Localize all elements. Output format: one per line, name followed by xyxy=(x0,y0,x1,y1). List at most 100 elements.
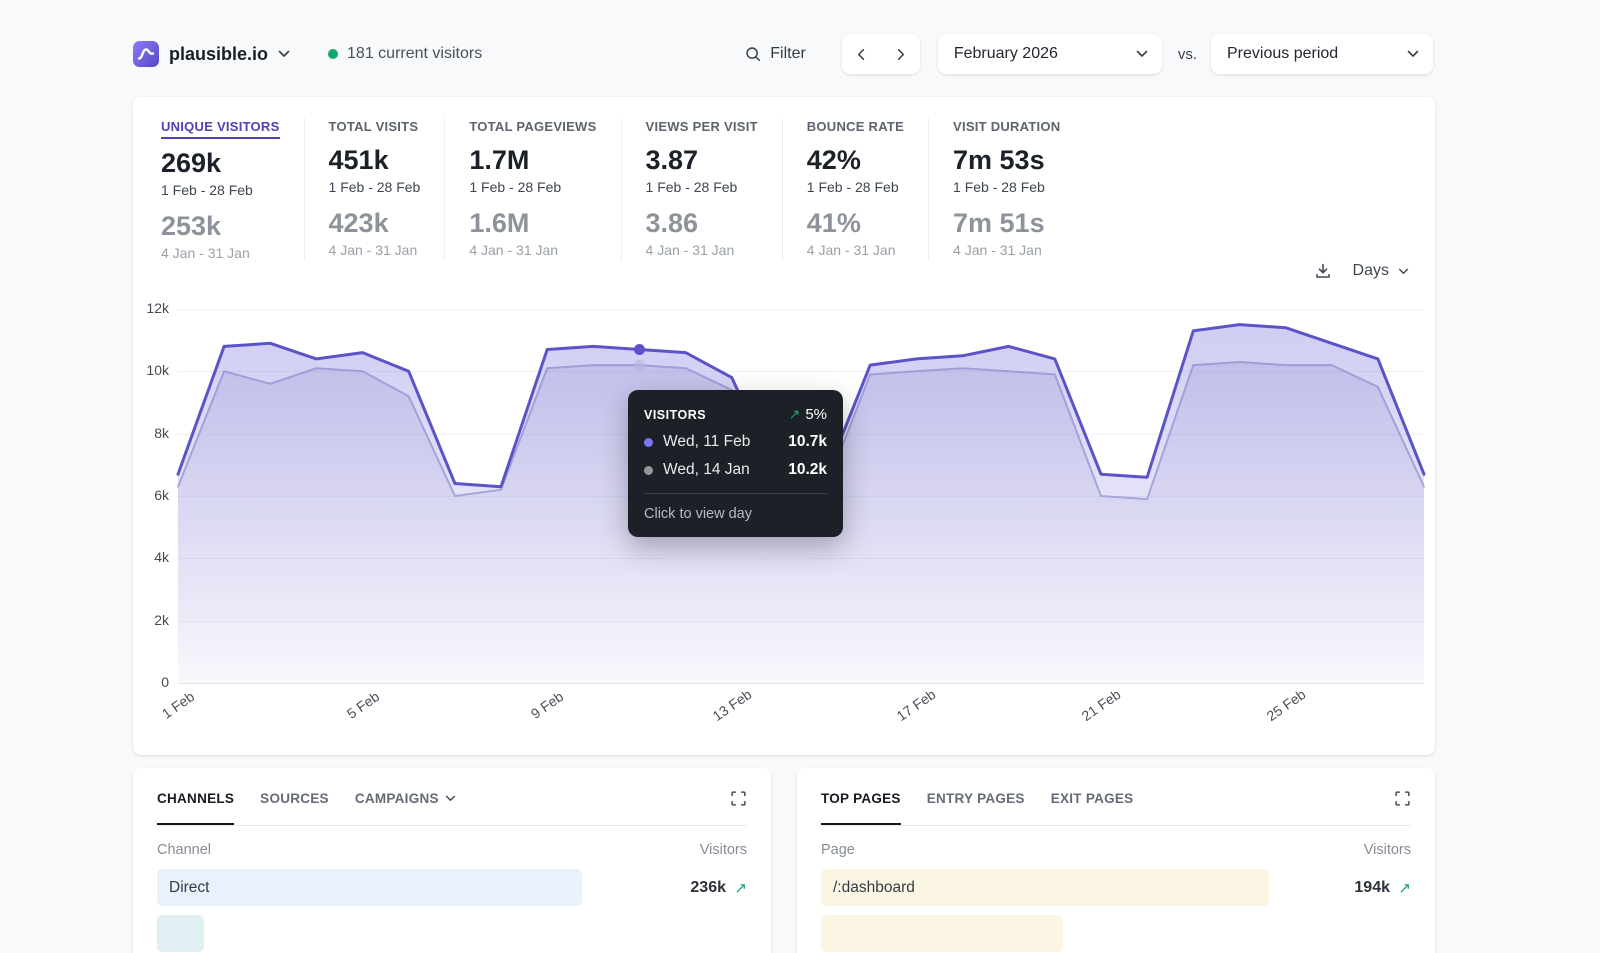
current-visitors[interactable]: 181 current visitors xyxy=(328,45,482,63)
stat-previous-value: 3.86 xyxy=(645,208,699,238)
tab-channels[interactable]: CHANNELS xyxy=(157,791,235,825)
live-dot-icon xyxy=(328,49,339,59)
expand-icon[interactable] xyxy=(730,790,747,807)
stat-visit-duration[interactable]: VISIT DURATION 7m 53s 1 Feb - 28 Feb 7m 51s… xyxy=(953,118,1084,261)
previous-period-button[interactable] xyxy=(842,34,881,74)
tooltip-change: ↗ 5% xyxy=(789,406,827,423)
list-item[interactable] xyxy=(821,915,1411,952)
stat-previous-value: 423k xyxy=(328,208,389,238)
filter-button[interactable]: Filter xyxy=(744,45,806,63)
stat-previous-period: 4 Jan - 31 Jan xyxy=(328,242,418,258)
y-axis-label: 12k xyxy=(146,300,169,316)
stat-period: 1 Feb - 28 Feb xyxy=(161,182,253,198)
stat-views-per-visit[interactable]: VIEWS PER VISIT 3.87 1 Feb - 28 Feb 3.86 4 J… xyxy=(646,118,783,261)
stats-row: UNIQUE VISITORS 269k 1 Feb - 28 Feb 253k 4 J… xyxy=(133,97,1435,261)
stat-total-pageviews[interactable]: TOTAL PAGEVIEWS 1.7M 1 Feb - 28 Feb 1.6M 4 J… xyxy=(469,118,622,261)
row-bar xyxy=(157,915,205,952)
toolbar: Filter February 2026 vs. Previous period xyxy=(744,34,1433,74)
top-bar: plausible.io 181 current visitors Filter… xyxy=(133,30,1433,78)
y-axis-label: 0 xyxy=(161,674,169,690)
stat-previous-value: 41% xyxy=(806,208,861,238)
gridline xyxy=(178,371,1424,373)
column-header-visitors: Visitors xyxy=(699,842,747,858)
tooltip-change-value: 5% xyxy=(805,406,827,423)
tab-top-pages[interactable]: TOP PAGES xyxy=(821,791,901,825)
stat-period: 1 Feb - 28 Feb xyxy=(469,179,562,195)
top-pages-tabs: TOP PAGES ENTRY PAGES EXIT PAGES xyxy=(821,790,1411,826)
tooltip-rows: Wed, 11 Feb 10.7k Wed, 14 Jan 10.2k xyxy=(644,433,827,479)
stat-value: 7m 53s xyxy=(953,145,1045,175)
interval-dropdown[interactable]: Days xyxy=(1352,262,1389,279)
current-visitors-label: 181 current visitors xyxy=(347,45,483,62)
stat-total-visits[interactable]: TOTAL VISITS 451k 1 Feb - 28 Feb 423k 4 Jan … xyxy=(329,118,446,261)
hover-marker-dot xyxy=(633,344,645,356)
vs-label: vs. xyxy=(1177,45,1197,63)
next-period-button[interactable] xyxy=(881,34,920,74)
column-headers: Channel Visitors xyxy=(157,842,747,858)
date-range-value: February 2026 xyxy=(953,45,1058,62)
tab-sources[interactable]: SOURCES xyxy=(260,791,329,806)
site-name: plausible.io xyxy=(169,43,269,64)
chevron-down-icon xyxy=(1398,268,1409,275)
row-bar xyxy=(157,869,582,906)
chevron-down-icon xyxy=(1136,50,1148,58)
list-item[interactable] xyxy=(157,915,747,952)
x-axis-label: 5 Feb xyxy=(343,688,382,722)
row-label: /:dashboard xyxy=(833,878,915,896)
stat-previous-period: 4 Jan - 31 Jan xyxy=(953,242,1042,258)
tooltip-footer: Click to view day xyxy=(644,506,752,522)
stat-previous-period: 4 Jan - 31 Jan xyxy=(161,245,250,261)
row-value: 236k xyxy=(690,878,726,896)
row-label: Direct xyxy=(169,878,210,896)
date-range-dropdown[interactable]: February 2026 xyxy=(937,34,1162,74)
tooltip-divider xyxy=(644,493,827,494)
site-switcher[interactable]: plausible.io xyxy=(133,41,290,67)
plausible-logo-icon xyxy=(133,41,159,67)
stat-bounce-rate[interactable]: BOUNCE RATE 42% 1 Feb - 28 Feb 41% 4 Jan - 3… xyxy=(806,118,930,261)
gridline xyxy=(178,683,1424,684)
filter-label: Filter xyxy=(770,45,806,62)
list-item[interactable]: Direct 236k ↗ xyxy=(157,869,747,906)
stat-period: 1 Feb - 28 Feb xyxy=(645,179,738,195)
x-axis-label: 21 Feb xyxy=(1078,685,1124,725)
stat-label: VIEWS PER VISIT xyxy=(645,119,758,134)
stat-period: 1 Feb - 28 Feb xyxy=(953,179,1045,195)
y-axis-label: 8k xyxy=(154,424,169,441)
column-header-channel: Channel xyxy=(157,842,212,858)
stat-previous-value: 1.6M xyxy=(469,208,530,238)
x-axis-label: 25 Feb xyxy=(1263,685,1308,725)
row-value: 194k xyxy=(1354,878,1390,896)
chart-tooltip: VISITORS ↗ 5% Wed, 11 Feb 10.7k Wed, 14 Ja… xyxy=(628,390,843,537)
stat-value: 1.7M xyxy=(469,145,530,175)
stat-unique-visitors[interactable]: UNIQUE VISITORS 269k 1 Feb - 28 Feb 253k 4 J… xyxy=(161,118,305,261)
channels-panel: CHANNELS SOURCES CAMPAIGNS Channel Visitors D… xyxy=(133,768,771,953)
y-axis-label: 4k xyxy=(154,549,169,566)
tooltip-date: Wed, 11 Feb xyxy=(663,433,751,450)
stat-previous-period: 4 Jan - 31 Jan xyxy=(645,242,735,258)
stat-value: 3.87 xyxy=(645,145,699,175)
chevron-down-icon xyxy=(278,50,290,58)
list-item[interactable]: /:dashboard 194k ↗ xyxy=(821,869,1411,906)
x-axis-label: 13 Feb xyxy=(709,685,755,725)
tab-campaigns[interactable]: CAMPAIGNS xyxy=(355,791,456,806)
stat-label: UNIQUE VISITORS xyxy=(161,119,280,139)
download-icon[interactable] xyxy=(1314,262,1332,280)
stat-period: 1 Feb - 28 Feb xyxy=(328,179,421,195)
tab-exit-pages[interactable]: EXIT PAGES xyxy=(1050,791,1134,806)
channels-rows: Direct 236k ↗ xyxy=(157,869,747,952)
stat-label: VISIT DURATION xyxy=(953,119,1061,134)
stat-previous-value: 253k xyxy=(161,211,222,241)
x-axis-label: 17 Feb xyxy=(893,685,939,725)
stat-previous-period: 4 Jan - 31 Jan xyxy=(469,242,559,258)
gridline xyxy=(178,309,1424,310)
trend-up-icon: ↗ xyxy=(734,879,747,897)
tooltip-row: Wed, 11 Feb 10.7k xyxy=(644,433,827,451)
top-pages-rows: /:dashboard 194k ↗ xyxy=(821,869,1411,952)
tab-entry-pages[interactable]: ENTRY PAGES xyxy=(926,791,1025,806)
stat-previous-value: 7m 51s xyxy=(953,208,1045,238)
top-pages-panel: TOP PAGES ENTRY PAGES EXIT PAGES Page Visito… xyxy=(797,768,1435,953)
comparison-dropdown[interactable]: Previous period xyxy=(1211,34,1433,74)
expand-icon[interactable] xyxy=(1394,790,1411,807)
tooltip-title: VISITORS xyxy=(644,407,707,422)
stat-label: TOTAL PAGEVIEWS xyxy=(469,119,597,134)
